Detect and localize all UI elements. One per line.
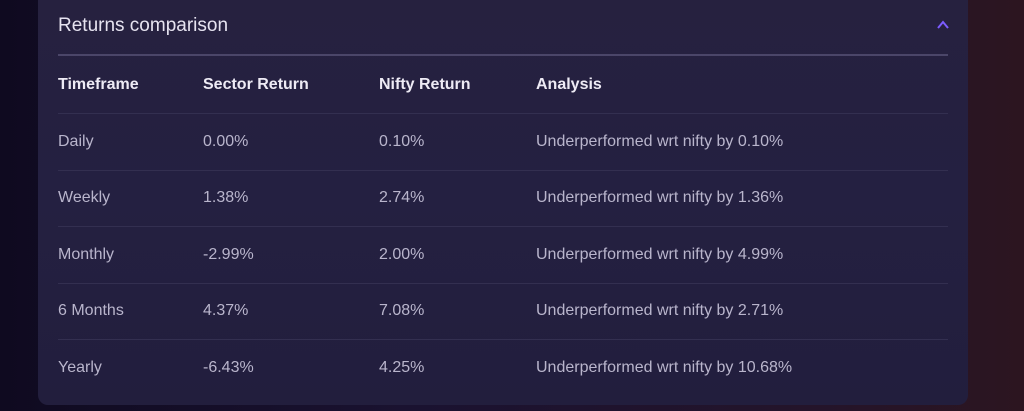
sector-return-cell: -6.43% bbox=[203, 358, 254, 376]
card-title: Returns comparison bbox=[58, 15, 229, 36]
returns-comparison-card: Returns comparison Timeframe Sector Retu… bbox=[38, 0, 968, 405]
sector-return-cell: -2.99% bbox=[203, 245, 254, 263]
nifty-return-cell: 7.08% bbox=[379, 302, 425, 319]
timeframe-cell: 6 Months bbox=[58, 302, 124, 319]
header-divider bbox=[58, 54, 948, 56]
timeframe-cell: Weekly bbox=[58, 189, 111, 206]
sector-return-cell: 4.37% bbox=[203, 302, 249, 319]
analysis-cell: Underperformed wrt nifty by 2.71% bbox=[536, 302, 784, 319]
analysis-cell: Underperformed wrt nifty by 0.10% bbox=[536, 132, 784, 150]
sector-return-cell: 0.00% bbox=[203, 132, 249, 150]
column-header: Nifty Return bbox=[379, 76, 471, 93]
column-header: Timeframe bbox=[58, 76, 139, 93]
table-header-row: Timeframe Sector Return Nifty Return Ana… bbox=[58, 57, 948, 114]
table-row: Weekly 1.38% 2.74% Underperformed wrt nifty… bbox=[58, 170, 948, 227]
analysis-cell: Underperformed wrt nifty by 1.36% bbox=[536, 189, 784, 206]
table-row: Yearly -6.43% 4.25% Underperformed wrt nift… bbox=[58, 340, 948, 396]
nifty-return-cell: 2.74% bbox=[379, 189, 425, 206]
column-header: Analysis bbox=[536, 76, 602, 93]
timeframe-cell: Monthly bbox=[58, 245, 115, 263]
chevron-up-icon[interactable] bbox=[936, 18, 950, 32]
column-header: Sector Return bbox=[203, 76, 309, 93]
table-row: 6 Months 4.37% 7.08% Underperformed wrt nif… bbox=[58, 283, 948, 340]
nifty-return-cell: 2.00% bbox=[379, 245, 425, 263]
analysis-cell: Underperformed wrt nifty by 4.99% bbox=[536, 245, 784, 263]
analysis-cell: Underperformed wrt nifty by 10.68% bbox=[536, 358, 793, 376]
timeframe-cell: Daily bbox=[58, 132, 94, 150]
sector-return-cell: 1.38% bbox=[203, 189, 249, 206]
nifty-return-cell: 4.25% bbox=[379, 358, 425, 376]
nifty-return-cell: 0.10% bbox=[379, 132, 425, 150]
table-row: Daily 0.00% 0.10% Underperformed wrt nifty … bbox=[58, 114, 948, 171]
timeframe-cell: Yearly bbox=[58, 358, 102, 376]
table-row: Monthly -2.99% 2.00% Underperformed wrt nif… bbox=[58, 227, 948, 284]
